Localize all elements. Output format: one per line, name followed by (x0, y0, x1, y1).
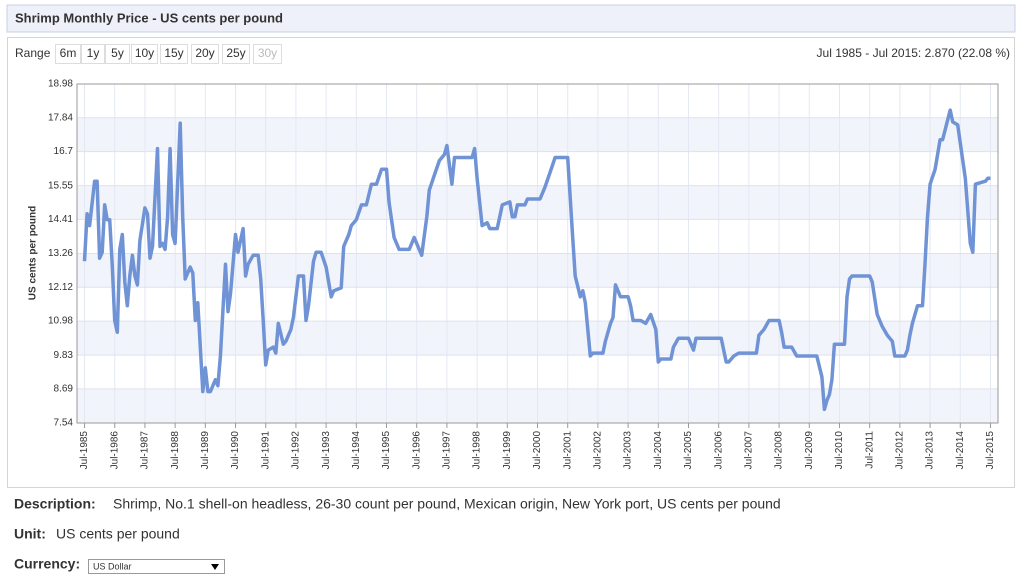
x-tick-label: Jul-1998 (472, 431, 483, 470)
x-tick-label: Jul-2008 (774, 431, 785, 470)
description: Shrimp, No.1 shell-on headless, 26-30 co… (113, 496, 781, 512)
range-button-label[interactable]: 20y (195, 46, 214, 60)
x-tick-label: Jul-2002 (593, 431, 604, 470)
x-tick-label: Jul-2014 (955, 431, 966, 470)
y-tick-label: 16.7 (54, 146, 74, 157)
y-axis-title: US cents per pound (28, 206, 39, 300)
range-label: Range (15, 46, 51, 60)
x-tick-label: Jul-1995 (381, 431, 392, 470)
currency-select[interactable]: US Dollar (88, 559, 225, 574)
x-tick-label: Jul-1985 (79, 431, 90, 470)
range-button-label[interactable]: 6m (60, 46, 77, 60)
select-arrow (211, 564, 219, 570)
x-tick-label: Jul-2015 (985, 431, 996, 470)
y-tick-label: 15.55 (48, 180, 73, 191)
y-tick-label: 7.54 (54, 418, 74, 429)
x-tick-label: Jul-1999 (502, 431, 513, 470)
unit: US cents per pound (56, 526, 180, 542)
plot: Jul-1985 Jul-1986 Jul-1987 Jul-1988 Jul-1989… (48, 79, 999, 470)
x-tick-label: Jul-2006 (713, 431, 724, 470)
range-button[interactable] (222, 44, 250, 64)
y-tick-label: 13.26 (48, 248, 73, 259)
x-tick-label: Jul-1986 (109, 431, 120, 470)
y-tick-label: 9.83 (54, 350, 74, 361)
x-tick-label: Jul-2003 (623, 431, 634, 470)
x-tick-label: Jul-1996 (411, 431, 422, 470)
x-tick-label: Jul-1992 (291, 431, 302, 470)
range-button-label[interactable]: 25y (226, 46, 245, 60)
range-button[interactable] (131, 44, 158, 64)
x-tick-label: Jul-1994 (351, 431, 362, 470)
range-button[interactable] (160, 44, 188, 64)
x-tick-label: Jul-2012 (895, 431, 906, 470)
chart-title: Shrimp Monthly Price - US cents per poun… (15, 10, 283, 25)
chart-frame (7, 37, 1015, 488)
x-tick-label: Jul-2000 (532, 431, 543, 470)
price-line (82, 108, 991, 412)
x-tick-label: Jul-2010 (834, 431, 845, 470)
y-tick-label: 14.41 (48, 214, 73, 225)
x-tick-label: Jul-1989 (200, 431, 211, 470)
x-tick-label: Jul-1990 (230, 431, 241, 470)
plot-border (76, 83, 999, 424)
x-tick-label: Jul-2001 (562, 431, 573, 470)
range-button[interactable] (191, 44, 219, 64)
range-button[interactable] (81, 44, 105, 64)
unit-label: Unit: (14, 526, 46, 542)
x-tick-label: Jul-2004 (653, 431, 664, 470)
select-value[interactable]: US Dollar (93, 561, 132, 571)
x-tick-label: Jul-1997 (442, 431, 453, 470)
x-tick-label: Jul-2005 (683, 431, 694, 470)
x-tick-label: Jul-1991 (260, 431, 271, 470)
x-tick-label: Jul-2007 (744, 431, 755, 470)
y-tick-label: 17.84 (48, 112, 73, 123)
x-tick-label: Jul-1993 (321, 431, 332, 470)
range-button-label[interactable]: 5y (111, 46, 124, 60)
description-label: Description: (14, 496, 96, 512)
range-button[interactable] (105, 44, 130, 64)
x-tick-label: Jul-2009 (804, 431, 815, 470)
x-tick-label: Jul-1988 (170, 431, 181, 470)
x-tick-label: Jul-2011 (864, 431, 875, 469)
y-tick-label: 10.98 (48, 316, 73, 327)
x-tick-label: Jul-1987 (140, 431, 151, 470)
range-button[interactable] (253, 44, 282, 64)
range-button-label[interactable]: 1y (87, 46, 100, 60)
y-tick-label: 8.69 (54, 384, 74, 395)
range-summary: Jul 1985 - Jul 2015: 2.870 (22.08 %) (817, 46, 1010, 60)
title-bar (6, 4, 1016, 33)
range-button-label[interactable]: 15y (164, 46, 183, 60)
y-tick-label: 18.98 (48, 79, 73, 90)
x-tick-label: Jul-2013 (925, 431, 936, 470)
range-button-label[interactable]: 10y (135, 46, 154, 60)
range-button[interactable] (55, 44, 81, 64)
currency-label: Currency: (14, 556, 80, 572)
y-tick-label: 12.12 (48, 282, 73, 293)
range-button-label[interactable]: 30y (258, 46, 277, 60)
select-box[interactable] (88, 559, 225, 574)
